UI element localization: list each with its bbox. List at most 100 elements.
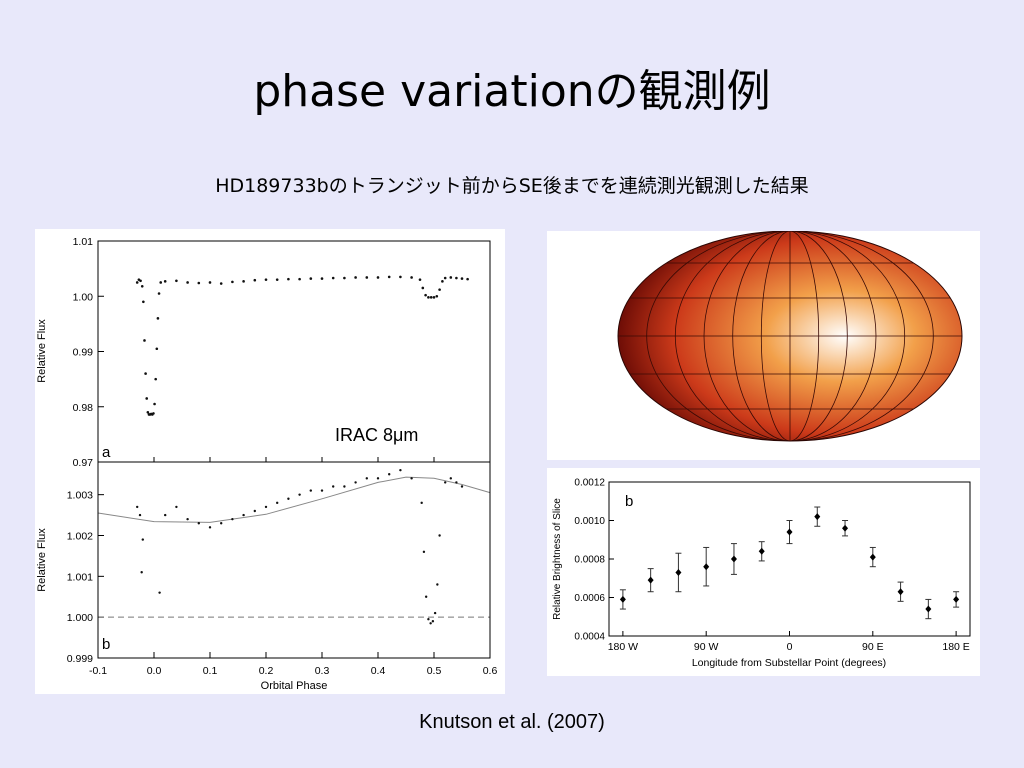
- panel-a-point: [427, 296, 430, 299]
- panel-b-point: [332, 485, 335, 488]
- panel-b-xtick-label: 0.4: [371, 665, 386, 677]
- longitude-chart-ylabel: Relative Brightness of Slice: [552, 498, 563, 620]
- panel-b-point: [433, 611, 437, 615]
- panel-b-point: [158, 591, 161, 594]
- slide-subtitle: HD189733bのトランジット前からSE後までを連続測光観測した結果: [215, 175, 809, 197]
- panel-b-xtick-label: 0.3: [315, 665, 330, 677]
- instrument-label: IRAC 8μm: [335, 425, 418, 445]
- longitude-point: [869, 553, 876, 561]
- panel-b-point: [242, 513, 245, 517]
- panel-b-point: [136, 505, 139, 509]
- longitude-xtick-label: 180 E: [942, 641, 969, 653]
- brightness-map-figure: [547, 230, 980, 460]
- panel-b-point: [264, 505, 268, 509]
- panel-b-point: [429, 622, 432, 625]
- panel-a-point: [175, 279, 178, 283]
- panel-a-point: [354, 276, 357, 279]
- longitude-brightness-chart: 0.0004 0.0006 0.0008 0.0010 0.0012 180 W 90 W 0…: [552, 478, 971, 669]
- panel-a-point: [153, 402, 156, 406]
- longitude-chart-panel-label: b: [625, 493, 633, 510]
- panel-a-label: a: [102, 444, 111, 461]
- panel-a-point: [387, 275, 391, 279]
- panel-b-point: [460, 485, 464, 488]
- panel-a-point: [219, 282, 223, 285]
- panel-a-point: [231, 280, 234, 284]
- panel-b-point: [422, 550, 426, 554]
- longitude-point: [814, 513, 821, 521]
- panel-b-point: [320, 489, 324, 492]
- citation: Knutson et al. (2007): [419, 711, 605, 733]
- longitude-point: [953, 595, 960, 603]
- panel-a-point: [449, 276, 453, 279]
- panel-a-point: [135, 281, 139, 284]
- panel-b-point: [140, 571, 143, 574]
- panel-b-xtick-label: 0.2: [259, 665, 274, 677]
- panel-b-xtick-label: 0.0: [147, 665, 162, 677]
- panel-b-point: [186, 517, 189, 521]
- panel-a-ylabel: Relative Flux: [36, 319, 48, 383]
- longitude-point: [925, 605, 932, 613]
- panel-a-point: [441, 280, 444, 283]
- longitude-point: [758, 547, 765, 555]
- panel-a-point: [320, 277, 324, 280]
- panel-a-point: [455, 276, 458, 280]
- panel-b-ytick-label: 0.999: [67, 653, 93, 665]
- panel-a-point: [424, 293, 427, 297]
- panel-a-point: [142, 300, 145, 304]
- panel-b-point: [410, 477, 413, 480]
- panel-a-point: [466, 277, 469, 281]
- brightness-map: [617, 230, 963, 442]
- panel-b-point: [444, 481, 447, 484]
- panel-b-point: [175, 505, 178, 509]
- panel-a-point: [287, 277, 290, 281]
- longitude-ytick-label: 0.0004: [574, 632, 605, 643]
- panel-b-xtick-label: 0.6: [483, 665, 498, 677]
- panel-b-xtick-label: 0.1: [203, 665, 218, 677]
- panel-a-ytick-label: 1.01: [73, 236, 94, 248]
- panel-a-point: [421, 286, 425, 290]
- panel-b-frame: [97, 461, 491, 659]
- panel-a-ytick-label: 0.97: [73, 457, 94, 469]
- panel-b-point: [231, 517, 234, 521]
- panel-a-point: [443, 276, 447, 280]
- panel-a-point: [429, 296, 433, 299]
- longitude-ytick-label: 0.0006: [574, 593, 605, 604]
- panel-a-point: [435, 294, 439, 298]
- panel-b-point: [455, 481, 458, 484]
- panel-a-point: [152, 412, 155, 415]
- panel-a-point: [163, 280, 167, 283]
- panel-b-point: [253, 509, 256, 513]
- longitude-ytick-label: 0.0008: [574, 555, 605, 566]
- panel-a-point: [399, 275, 402, 279]
- panel-a-point: [140, 285, 144, 288]
- panel-a-point: [159, 281, 163, 284]
- panel-a-point: [157, 292, 161, 295]
- panel-b-point: [449, 477, 452, 480]
- panel-b-xtick-label: -0.1: [89, 665, 107, 677]
- panel-a-point: [432, 296, 436, 299]
- longitude-ytick-label: 0.0012: [574, 478, 605, 489]
- panel-a-point: [145, 397, 149, 400]
- panel-a-point: [264, 278, 268, 281]
- longitude-point: [703, 563, 710, 571]
- panel-b-point: [399, 468, 402, 472]
- panel-a-point: [410, 276, 413, 279]
- longitude-xtick-label: 90 E: [862, 641, 884, 653]
- panel-b-ytick-label: 1.001: [67, 571, 93, 583]
- panel-a-point: [186, 281, 189, 284]
- panel-b-label: b: [102, 636, 110, 653]
- panel-b-point: [309, 489, 312, 492]
- slide-title: phase variationの観測例: [253, 66, 771, 117]
- panel-b-point: [208, 526, 212, 529]
- panel-b-ytick-label: 1.003: [67, 490, 93, 502]
- panel-a-point: [197, 281, 201, 285]
- panel-b-point: [365, 477, 368, 480]
- panel-a-point: [309, 277, 313, 280]
- panel-b-point: [354, 481, 357, 484]
- panel-b-point: [438, 534, 441, 537]
- panel-a-point: [139, 279, 142, 283]
- light-curve-figure: 0.97 0.98 0.99 1.00 1.01 Relative Flux a IRA…: [35, 229, 505, 694]
- longitude-point: [619, 595, 626, 603]
- longitude-point: [786, 528, 793, 536]
- panel-b-point: [436, 583, 439, 586]
